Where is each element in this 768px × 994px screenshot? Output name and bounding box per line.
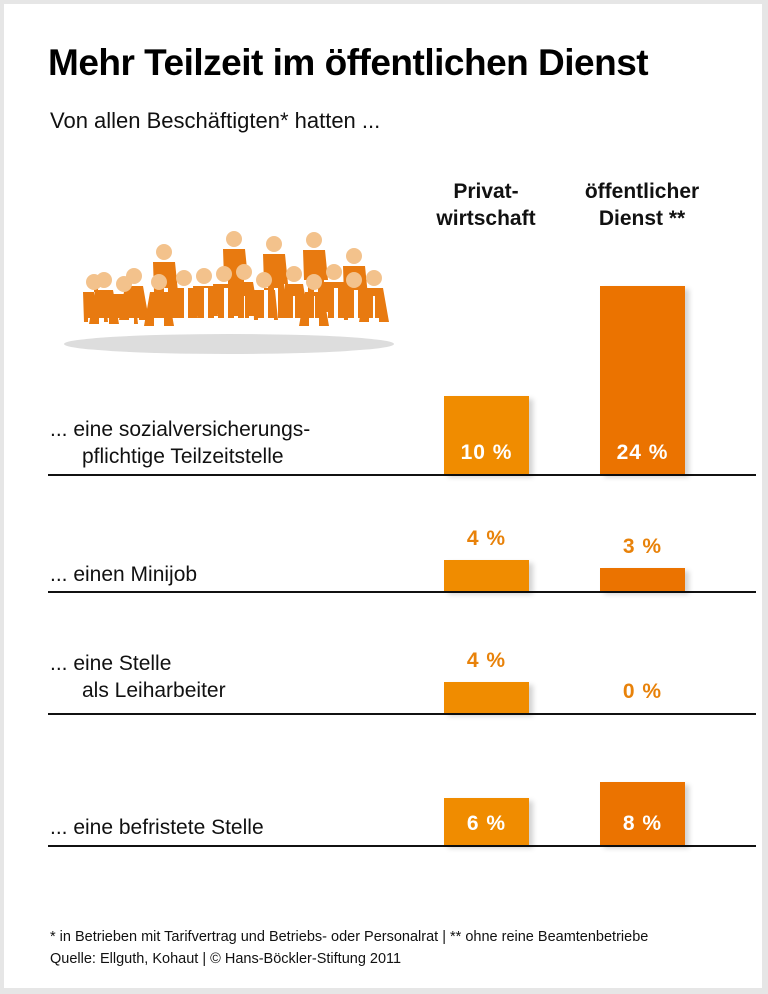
category-label: als Leiharbeiter	[82, 679, 226, 702]
people-group-icon	[64, 231, 394, 354]
bar	[600, 567, 685, 591]
data-label: 8 %	[622, 812, 663, 835]
bar	[600, 286, 685, 474]
data-label: 4 %	[466, 648, 507, 672]
category-label: ... eine sozialversicherungs-	[50, 418, 311, 441]
chart-title: Mehr Teilzeit im öffentlichen Dienst	[48, 42, 649, 83]
person-figure	[213, 266, 238, 318]
category-label: ... einen Minijob	[50, 563, 198, 586]
person-figure	[144, 274, 174, 326]
data-label: 24 %	[616, 441, 669, 464]
person-figure	[83, 274, 108, 322]
infographic: Mehr Teilzeit im öffentlichen Dienst Von…	[4, 4, 762, 988]
category-label: ... eine Stelle	[50, 652, 172, 675]
legend-public: öffentlicher Dienst **	[584, 180, 700, 230]
bar	[600, 782, 685, 845]
chart-subtitle: Von allen Beschäftigten* hatten ...	[50, 108, 381, 133]
source: Quelle: Ellguth, Kohaut | © Hans-Böckler…	[50, 951, 402, 967]
footnote-block: * in Betrieben mit Tarifvertrag und Betr…	[50, 926, 648, 970]
bar	[444, 559, 529, 591]
person-figure	[323, 264, 348, 318]
bar	[444, 395, 529, 474]
legend-private: Privat- wirtschaft	[436, 180, 536, 230]
person-figure	[343, 272, 368, 320]
person-figure	[113, 276, 138, 324]
data-label: 4 %	[466, 526, 507, 550]
person-figure	[173, 270, 198, 318]
person-figure	[279, 266, 309, 318]
person-figure	[253, 272, 278, 320]
baseline-rule	[48, 845, 756, 847]
person-figure	[193, 268, 218, 318]
footnote: * in Betrieben mit Tarifvertrag und Betr…	[50, 929, 649, 945]
baseline-rule	[48, 713, 756, 715]
data-label: 0 %	[622, 680, 663, 703]
baseline-rule	[48, 474, 756, 476]
person-figure	[299, 274, 329, 326]
category-label: ... eine befristete Stelle	[50, 816, 264, 839]
data-label: 6 %	[466, 812, 507, 835]
bar	[444, 798, 529, 845]
baseline-rule	[48, 591, 756, 593]
data-label: 3 %	[622, 534, 663, 558]
category-label: pflichtige Teilzeitstelle	[82, 445, 284, 468]
data-label: 10 %	[460, 441, 513, 464]
bar	[444, 681, 529, 713]
